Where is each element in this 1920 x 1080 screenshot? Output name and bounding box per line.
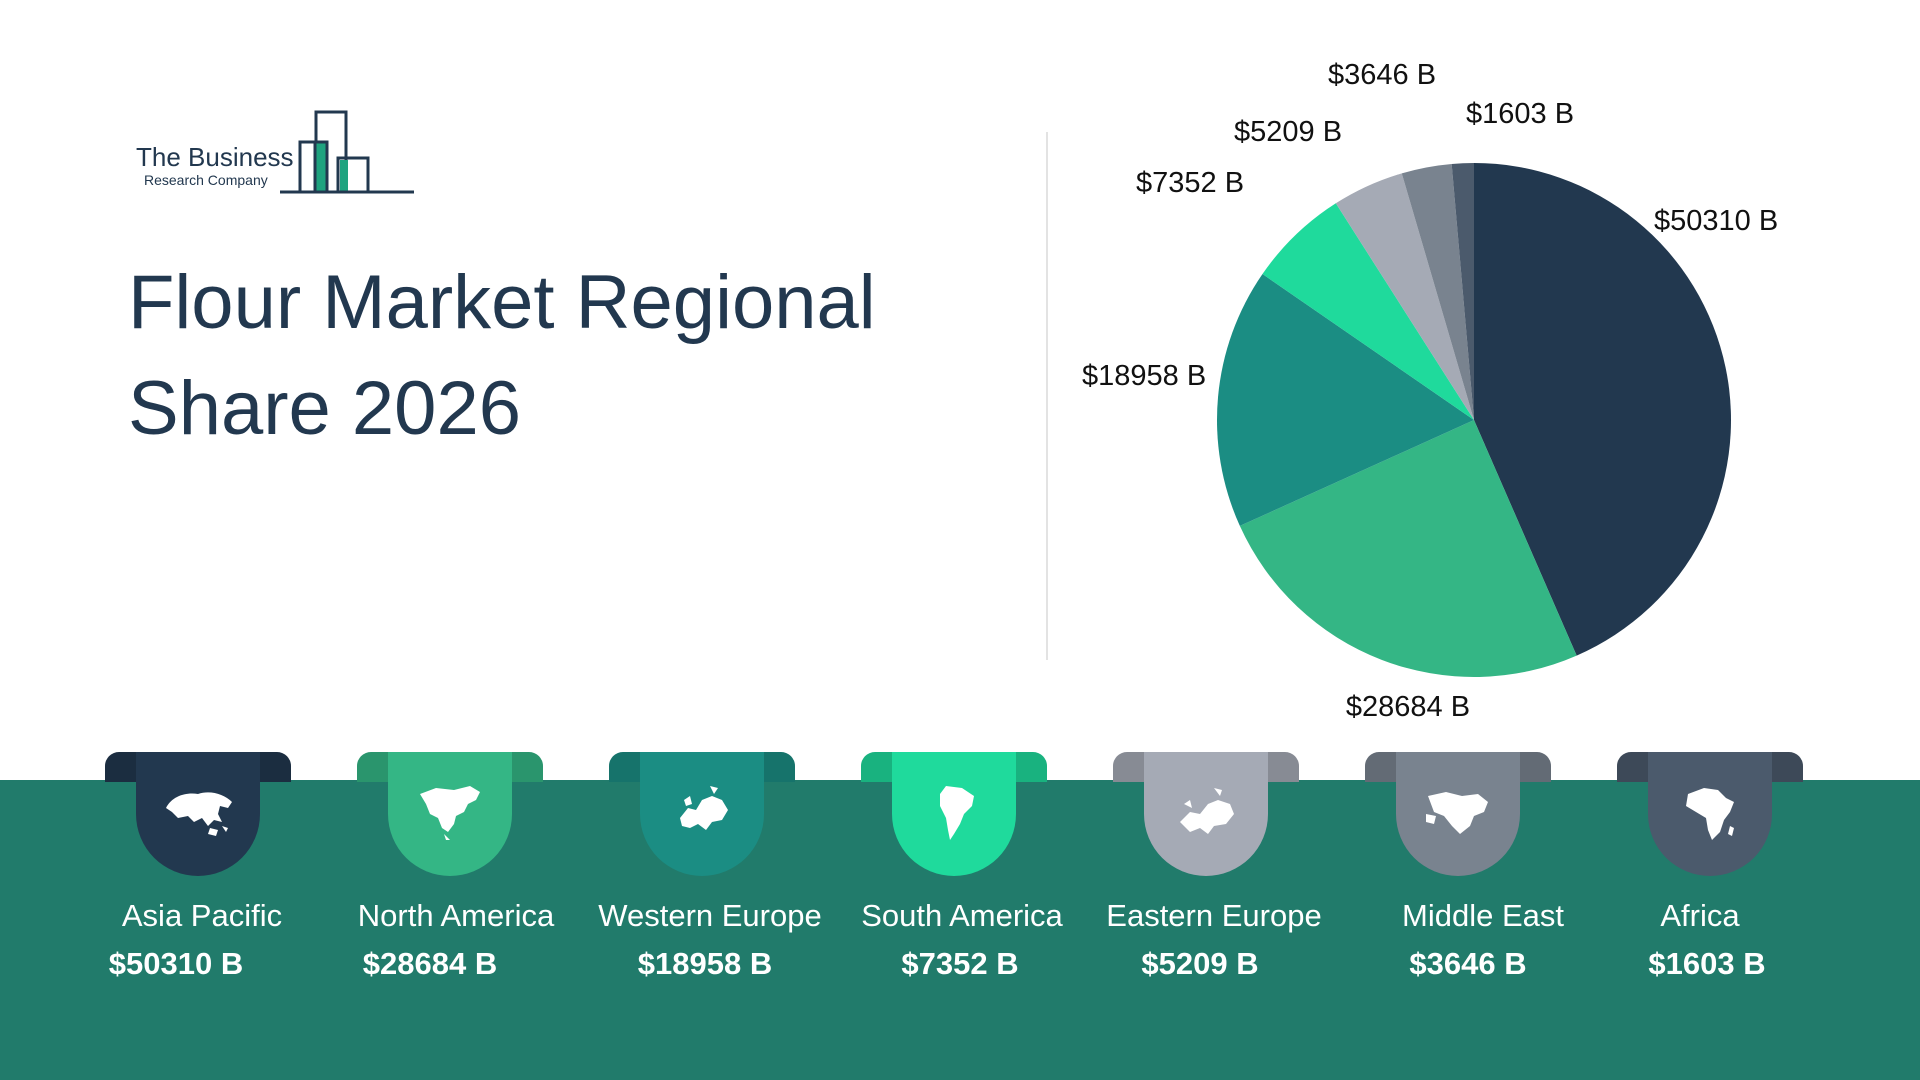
region-value: $7352 B: [901, 946, 1019, 981]
card-medal: [1648, 752, 1772, 876]
region-name: Eastern Europe: [1106, 898, 1322, 933]
pie-data-label: $3646 B: [1328, 59, 1436, 91]
region-name: Middle East: [1402, 898, 1564, 933]
region-name: Asia Pacific: [121, 898, 283, 933]
pie-slice-eastern-europe: [1335, 173, 1474, 420]
pie-data-label: $28684 B: [1346, 691, 1470, 723]
region-value: $5209 B: [1141, 946, 1259, 981]
region-card-north-america: [357, 752, 543, 882]
company-logo: The Business Research Company: [130, 108, 420, 198]
pie-chart: $50310 B $28684 B $18958 B $7352 B $5209 B $3…: [1082, 59, 1778, 723]
region-card-africa: [1617, 752, 1803, 882]
logo-buildings-graphic: [280, 110, 414, 194]
region-card-asia-pacific: [105, 752, 291, 882]
middle-east-map-icon: [1426, 792, 1488, 834]
region-name: North America: [357, 898, 555, 933]
region-name: Africa: [1660, 898, 1740, 933]
region-value: $18958 B: [637, 946, 773, 981]
region-value: $1603 B: [1648, 946, 1766, 981]
pie-slices: [1217, 163, 1732, 677]
region-name: Western Europe: [598, 898, 822, 933]
region-card-south-america: [861, 752, 1047, 882]
card-medal: [388, 752, 512, 876]
pie-slice-middle-east: [1401, 163, 1474, 421]
south-america-map-icon: [940, 786, 974, 840]
card-medal: [136, 752, 260, 876]
pie-slice-asia-pacific: [1474, 163, 1732, 656]
pie-data-label: $50310 B: [1654, 205, 1778, 237]
pie-slice-africa: [1451, 163, 1474, 420]
card-medal: [1144, 752, 1268, 876]
asia-map-icon: [166, 792, 232, 836]
africa-map-icon: [1686, 788, 1734, 840]
pie-labels: $50310 B $28684 B $18958 B $7352 B $5209 B $3…: [1082, 59, 1778, 723]
region-value: $3646 B: [1409, 946, 1527, 981]
western-europe-map-icon: [680, 786, 728, 830]
region-name: South America: [861, 898, 1063, 933]
pie-slice-south-america: [1262, 203, 1474, 420]
eastern-europe-map-icon: [1180, 788, 1234, 834]
vertical-divider: [1046, 132, 1048, 660]
pie-data-label: $1603 B: [1466, 98, 1574, 130]
region-card-western-europe: [609, 752, 795, 882]
pie-data-label: $18958 B: [1082, 360, 1206, 392]
pie-slice-north-america: [1239, 420, 1577, 677]
card-medal: [1396, 752, 1520, 876]
region-value: $28684 B: [362, 946, 498, 981]
region-value: $50310 B: [108, 946, 244, 981]
logo-text-primary: The Business: [136, 142, 294, 172]
logo-text-secondary: Research Company: [144, 172, 268, 188]
card-medal: [892, 752, 1016, 876]
pie-data-label: $5209 B: [1234, 116, 1342, 148]
north-america-map-icon: [420, 786, 480, 840]
page-title: Flour Market Regional Share 2026: [128, 260, 876, 451]
pie-slice-western-europe: [1217, 274, 1474, 526]
card-medal: [640, 752, 764, 876]
pie-data-label: $7352 B: [1136, 167, 1244, 199]
region-card-middle-east: [1365, 752, 1551, 882]
region-card-eastern-europe: [1113, 752, 1299, 882]
